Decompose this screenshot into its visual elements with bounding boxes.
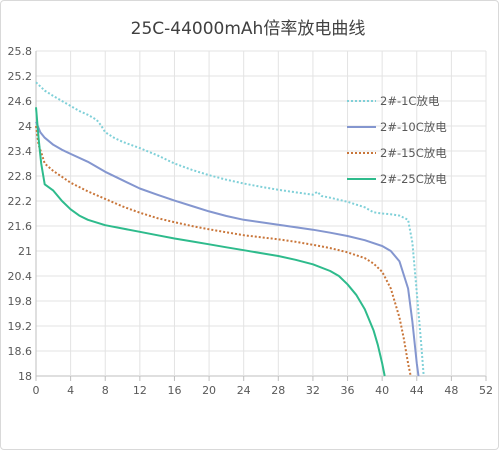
y-tick-label: 21.6 [8, 220, 33, 233]
series-line-1 [35, 81, 425, 377]
y-tick-label: 18 [18, 370, 32, 383]
series-line-2 [35, 121, 420, 377]
legend-label: 2#-10C放电 [380, 120, 447, 134]
grid-layer [35, 50, 487, 381]
y-tick-label: 19.8 [8, 295, 33, 308]
x-tick-label: 44 [410, 384, 424, 397]
tick-labels: 18 18.6 19.2 19.8 20.4 21 21.6 22.2 22.8 23.4 24 24… [8, 45, 494, 397]
x-tick-label: 0 [33, 384, 40, 397]
series-line-3 [35, 125, 412, 377]
legend: 2#-1C放电 2#-10C放电 2#-15C放电 2#-25C放电 [347, 94, 447, 186]
y-tick-label: 22.8 [8, 170, 33, 183]
x-tick-label: 32 [306, 384, 320, 397]
chart-title: 25C-44000mAh倍率放电曲线 [131, 19, 366, 39]
x-tick-label: 8 [102, 384, 109, 397]
y-tick-label: 19.2 [8, 320, 33, 333]
y-tick-label: 25.8 [8, 45, 33, 58]
y-tick-label: 23.4 [8, 145, 33, 158]
x-tick-label: 40 [375, 384, 389, 397]
series-layer [35, 81, 425, 377]
y-tick-label: 24.6 [8, 95, 33, 108]
x-tick-label: 28 [271, 384, 285, 397]
y-tick-label: 20.4 [8, 270, 33, 283]
y-tick-label: 18.6 [8, 345, 33, 358]
y-tick-label: 21 [18, 245, 32, 258]
x-tick-label: 24 [237, 384, 251, 397]
x-tick-label: 16 [167, 384, 181, 397]
x-tick-label: 52 [479, 384, 493, 397]
x-tick-label: 20 [202, 384, 216, 397]
x-tick-label: 12 [133, 384, 147, 397]
x-tick-label: 4 [67, 384, 74, 397]
y-tick-label: 24 [18, 120, 32, 133]
legend-label: 2#-1C放电 [380, 94, 440, 108]
x-tick-label: 48 [444, 384, 458, 397]
y-tick-label: 22.2 [8, 195, 33, 208]
x-tick-label: 36 [341, 384, 355, 397]
legend-label: 2#-25C放电 [380, 172, 447, 186]
y-tick-label: 25.2 [8, 70, 33, 83]
series-line-4 [35, 107, 386, 377]
legend-label: 2#-15C放电 [380, 146, 447, 160]
